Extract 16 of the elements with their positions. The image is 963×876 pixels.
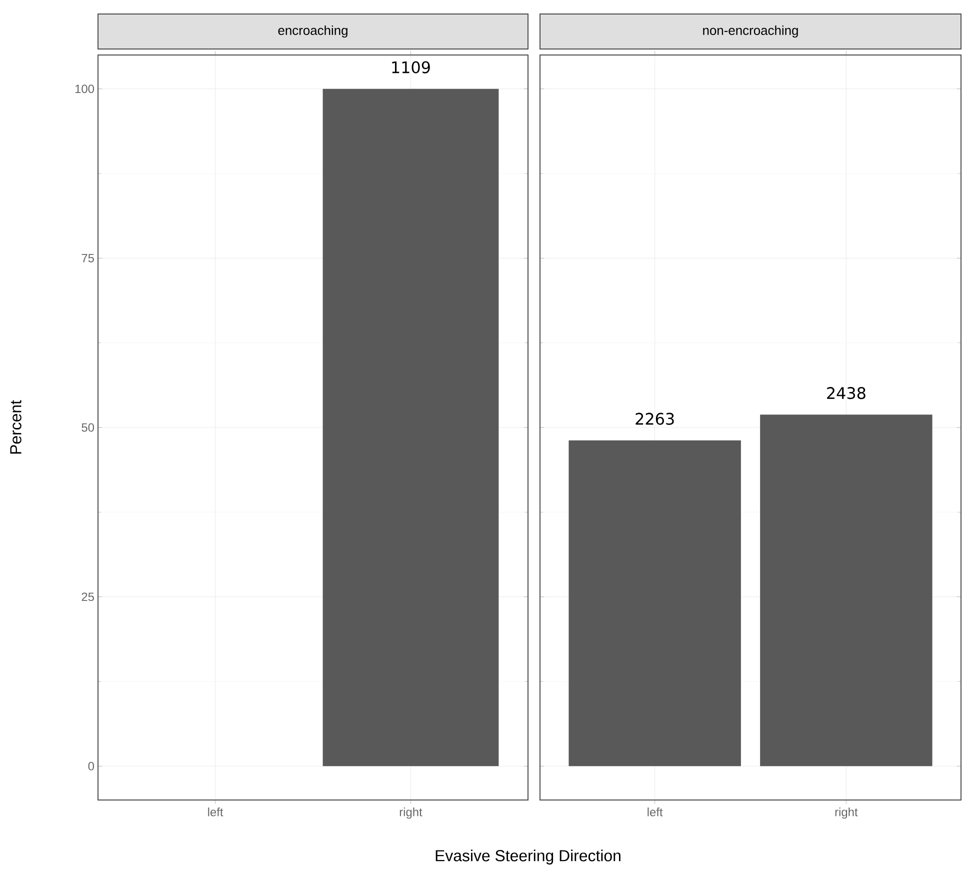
x-tick-label: left bbox=[648, 808, 663, 816]
x-tick-label: left bbox=[208, 808, 224, 816]
y-tick-label: 0 bbox=[88, 762, 94, 770]
y-tick-label: 75 bbox=[82, 254, 94, 262]
y-tick-label: 50 bbox=[82, 423, 94, 432]
y-tick-label: 100 bbox=[75, 84, 94, 94]
chart-title: encroaching bbox=[278, 25, 348, 38]
y-tick-label: 25 bbox=[82, 592, 94, 602]
annotation: 1109 bbox=[392, 61, 430, 74]
annotation: 2438 bbox=[827, 387, 866, 400]
annotation: 2263 bbox=[636, 412, 674, 425]
y-axis-title: Percent bbox=[10, 400, 22, 454]
x-tick-label: right bbox=[400, 808, 422, 819]
x-axis-title: Evasive Steering Direction bbox=[436, 850, 620, 864]
chart-title: non-encroaching bbox=[703, 25, 798, 38]
x-tick-label: right bbox=[835, 808, 858, 819]
